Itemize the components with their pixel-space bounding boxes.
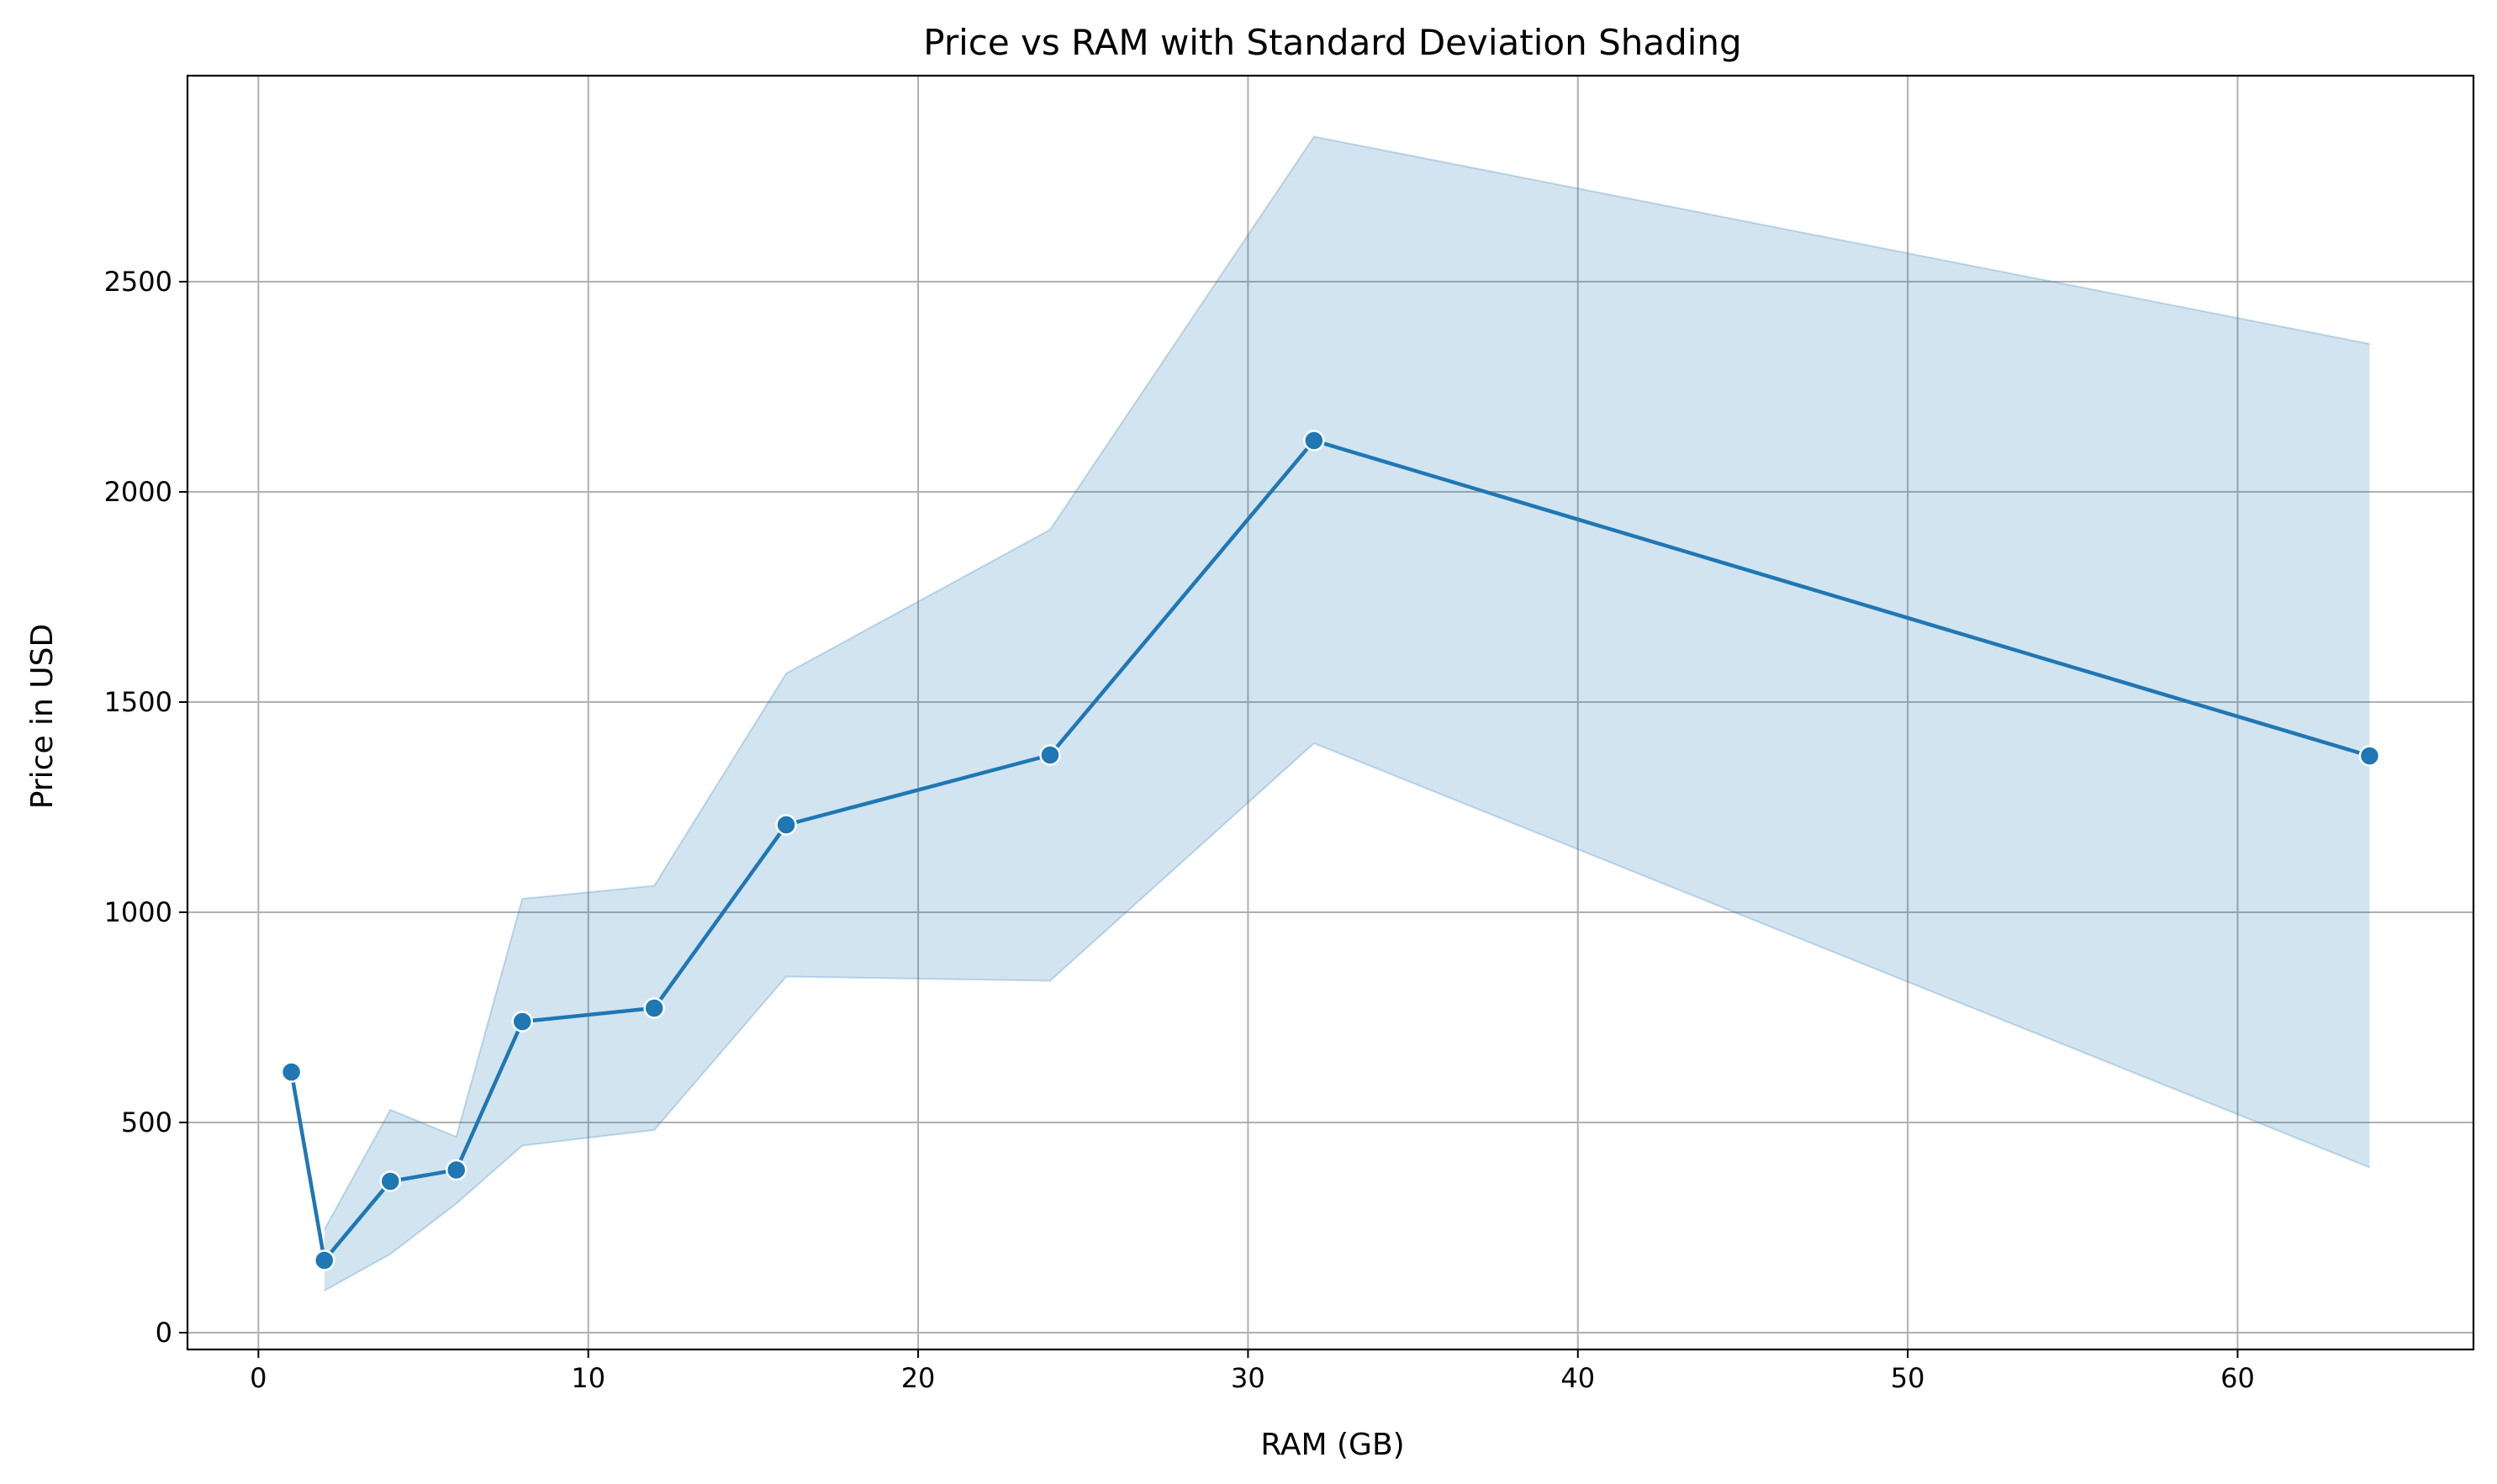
data-point bbox=[280, 1061, 303, 1083]
data-point bbox=[1303, 430, 1325, 452]
std-dev-band-lower-edge bbox=[324, 742, 2370, 1291]
data-point bbox=[2358, 745, 2381, 767]
y-tick-label: 2500 bbox=[104, 266, 172, 298]
data-point bbox=[314, 1249, 335, 1271]
gridlines bbox=[187, 76, 2473, 1349]
chart-title: Price vs RAM with Standard Deviation Sha… bbox=[923, 22, 1741, 63]
x-tick-label: 20 bbox=[901, 1362, 936, 1394]
series-markers bbox=[280, 430, 2381, 1271]
std-dev-band-area bbox=[324, 136, 2370, 1291]
x-tick-label: 40 bbox=[1560, 1362, 1595, 1394]
data-point bbox=[643, 997, 665, 1019]
series-lines bbox=[289, 438, 2371, 1263]
x-axis-label: RAM (GB) bbox=[1260, 1428, 1404, 1462]
plot-frame bbox=[186, 74, 2475, 1351]
x-tick-label: 10 bbox=[571, 1362, 605, 1394]
std-dev-band bbox=[323, 135, 2370, 1291]
data-point bbox=[511, 1011, 533, 1032]
data-point bbox=[379, 1170, 402, 1192]
data-point bbox=[775, 814, 797, 836]
x-tick-label: 50 bbox=[1891, 1362, 1925, 1394]
y-axis-label: Price in USD bbox=[25, 624, 60, 809]
series-line bbox=[289, 438, 2371, 1263]
y-tick-label: 1500 bbox=[104, 686, 172, 718]
std-dev-band-upper-edge bbox=[323, 135, 2370, 1230]
y-tick-label: 2000 bbox=[104, 476, 172, 508]
x-tick-label: 60 bbox=[2220, 1362, 2255, 1394]
y-tick-label: 1000 bbox=[104, 896, 172, 928]
y-tick-label: 0 bbox=[156, 1317, 172, 1349]
axis-ticks: 0 10 20 30 40 50 60 0 500 1000 1500 2000 2500 bbox=[104, 266, 2255, 1394]
x-tick-label: 30 bbox=[1231, 1362, 1265, 1394]
data-point bbox=[446, 1159, 467, 1181]
x-tick-label: 0 bbox=[250, 1362, 267, 1394]
y-tick-label: 500 bbox=[121, 1106, 172, 1138]
data-point bbox=[1039, 744, 1061, 766]
